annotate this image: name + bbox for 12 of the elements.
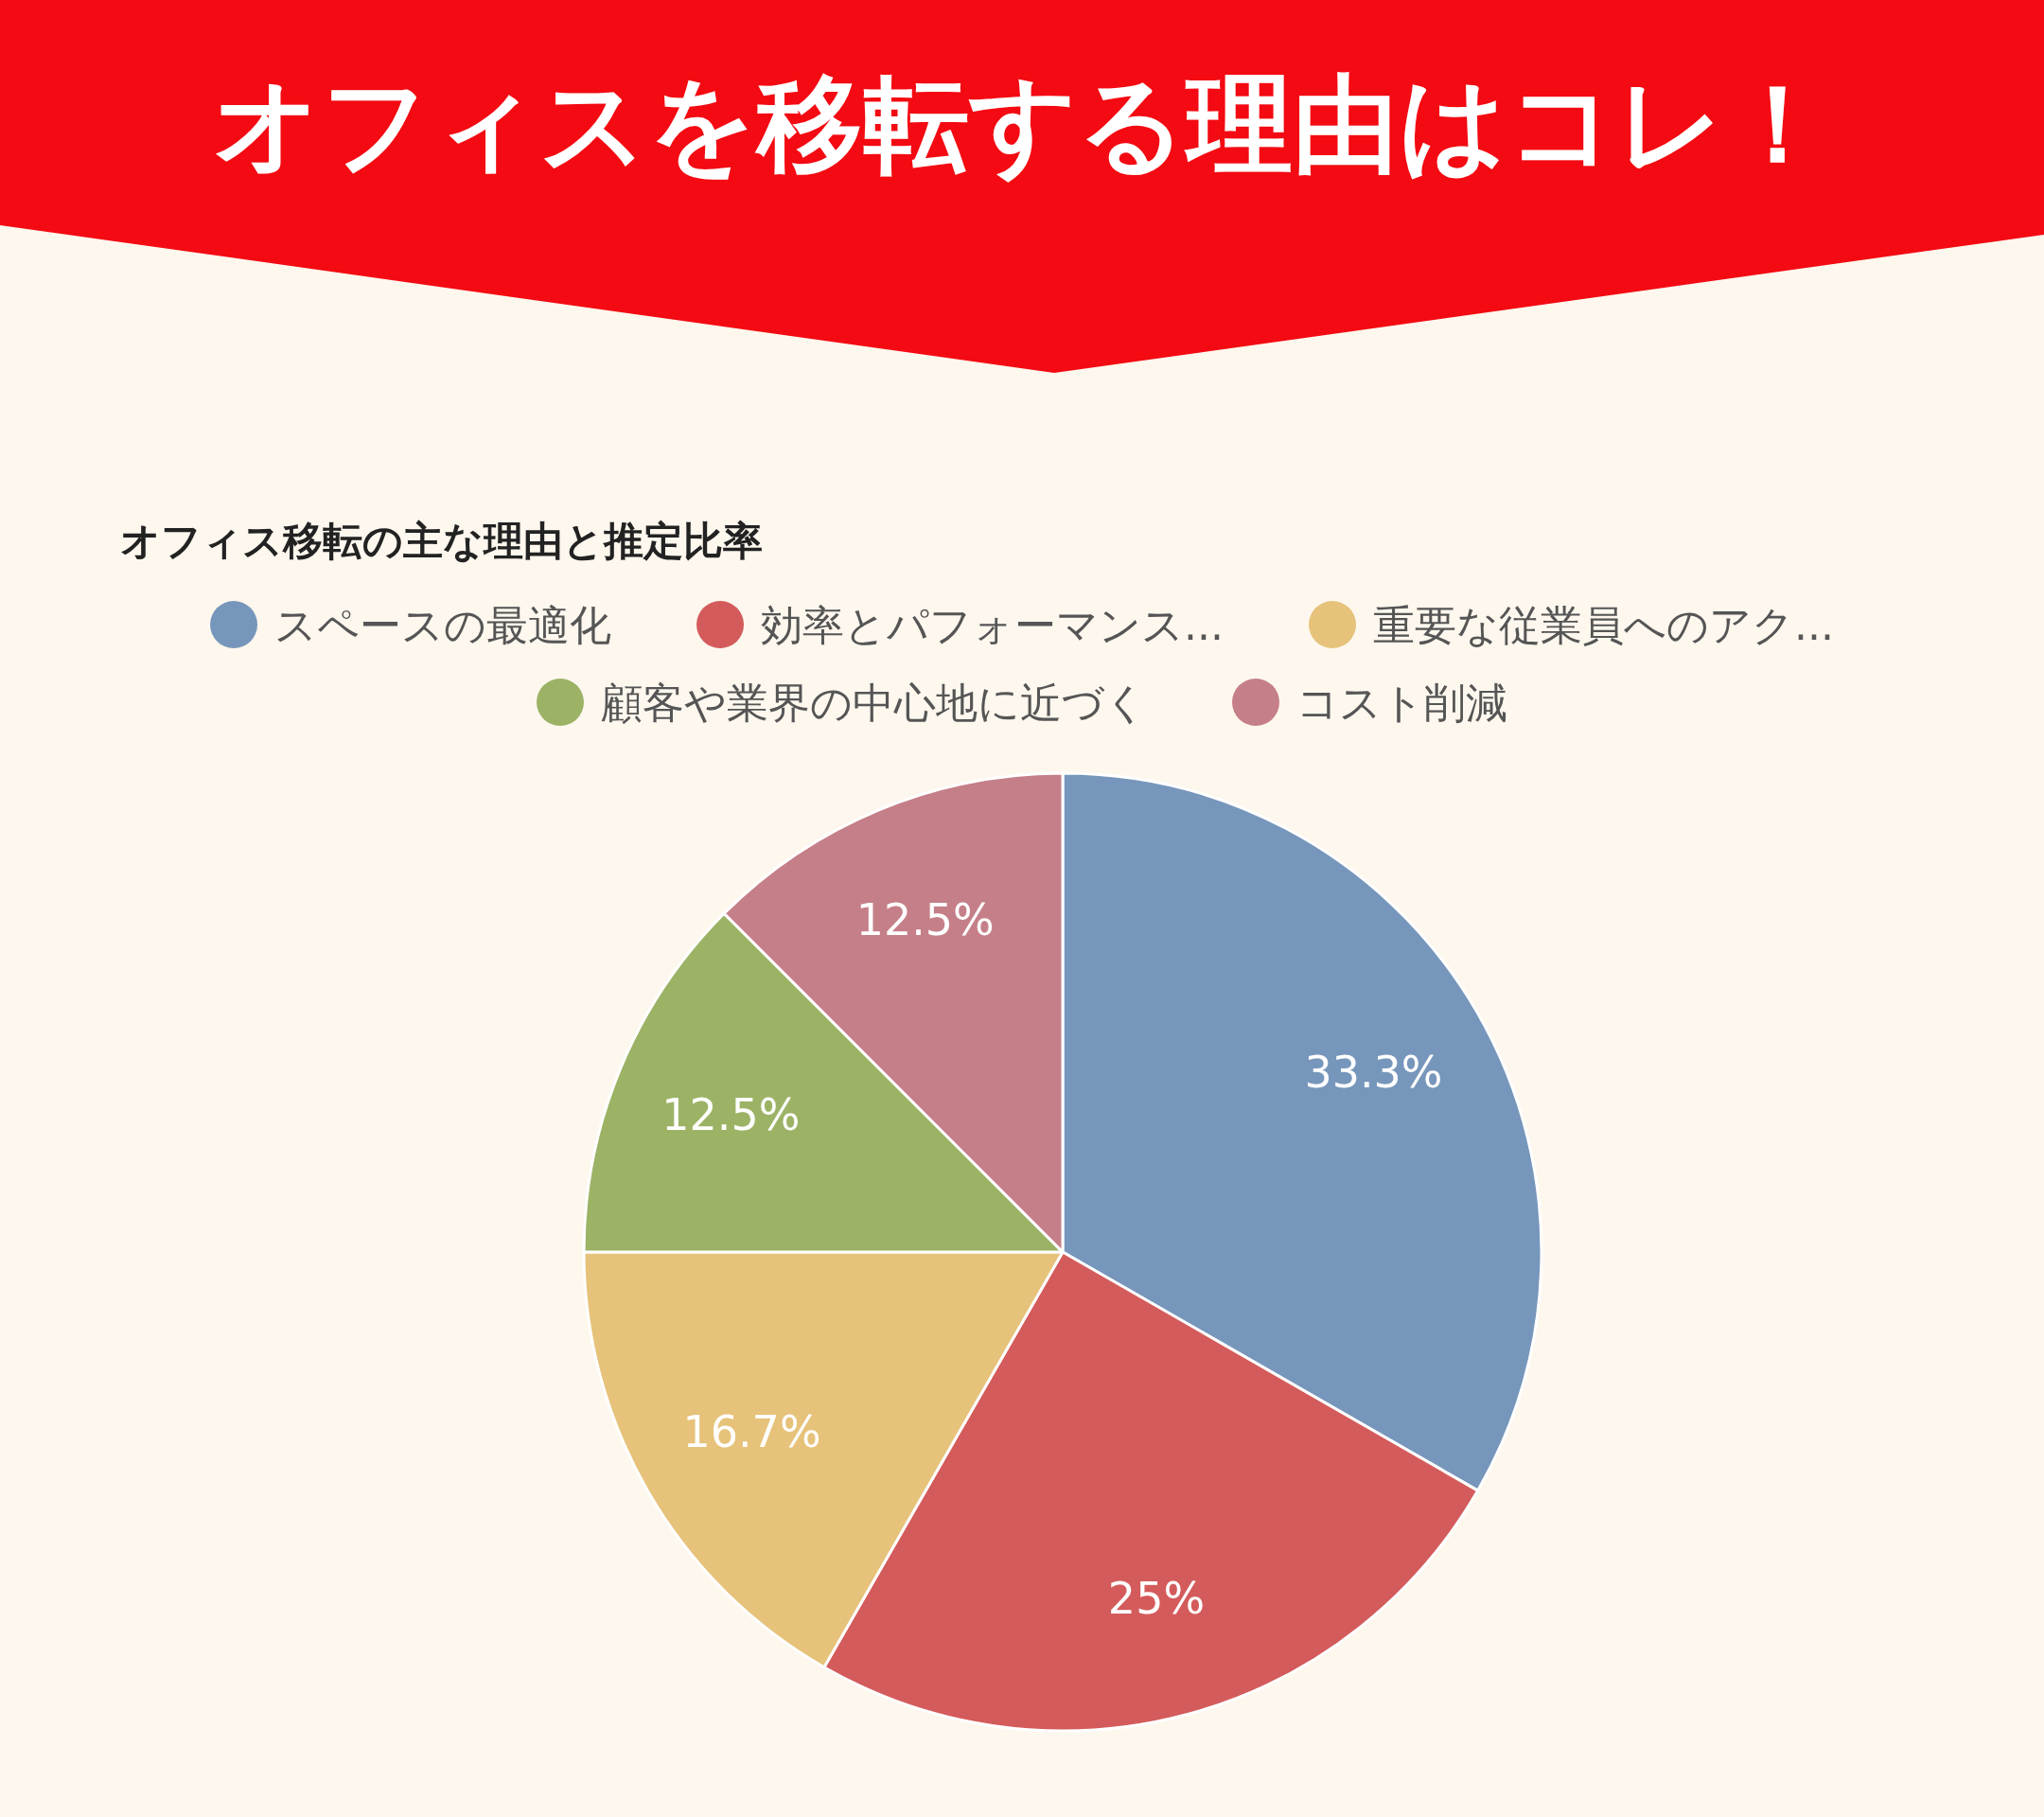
legend-label: 重要な従業員へのアク... <box>1373 601 1834 649</box>
data-label: 33.3% <box>1304 1046 1443 1098</box>
legend-label: スペースの最適化 <box>274 601 612 649</box>
data-label: 12.5% <box>661 1088 801 1140</box>
data-label: 12.5% <box>855 894 995 946</box>
legend-label: 効率とパフォーマンス... <box>761 601 1224 649</box>
data-label: 25% <box>1107 1573 1206 1625</box>
legend-label: 顧客や業界の中心地に近づく <box>601 679 1147 727</box>
chart-subtitle: オフィス移転の主な理由と推定比率 <box>120 518 763 564</box>
chart-title: オフィスを移転する理由はコレ！ <box>213 62 1831 185</box>
legend-label: コスト削減 <box>1296 679 1507 727</box>
data-label: 16.7% <box>682 1406 821 1458</box>
